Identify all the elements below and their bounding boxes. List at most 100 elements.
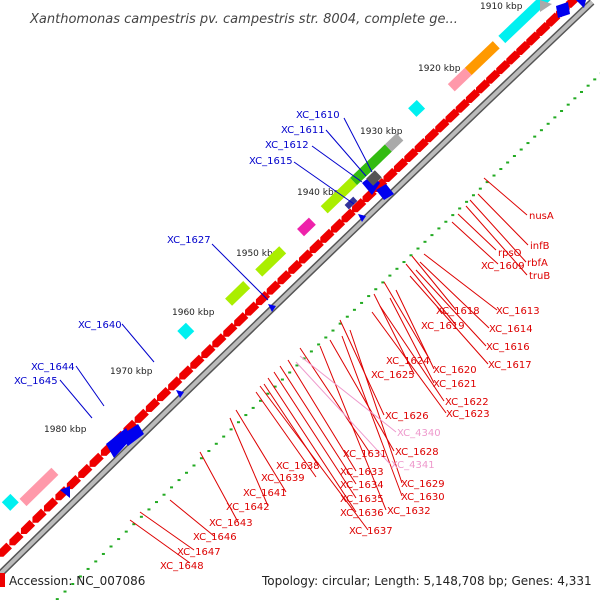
gc-skew-dot	[101, 552, 105, 555]
reverse-cds-arrow	[89, 452, 104, 467]
gc-skew-dot	[170, 486, 174, 489]
gc-skew-dot	[147, 508, 151, 511]
gc-skew-dot	[251, 406, 255, 409]
gc-skew-dot	[192, 464, 196, 467]
gc-skew-dot	[78, 575, 82, 578]
gc-skew-dot	[86, 567, 90, 570]
gene-label: XC_1641	[243, 488, 287, 499]
gc-skew-dot	[533, 135, 537, 138]
reverse-cds-arrow	[32, 508, 47, 523]
gc-skew-dot	[139, 515, 143, 518]
gc-skew-dot	[444, 220, 448, 223]
gc-skew-dot	[214, 442, 218, 445]
gc-skew-dot	[566, 103, 570, 106]
backbone	[0, 0, 595, 579]
reverse-cds-arrow	[145, 397, 161, 412]
gene-label: XC_1623	[446, 409, 490, 420]
reverse-cds-arrow	[234, 312, 249, 327]
gc-skew-dot	[506, 161, 510, 164]
gc-skew-dot	[338, 322, 342, 325]
reverse-cds-arrow	[223, 322, 238, 337]
gene-label: XC_1636	[340, 508, 384, 519]
gc-skew-dot	[465, 200, 469, 203]
gc-skew-dot	[162, 493, 166, 496]
gc-skew-dot	[63, 590, 67, 593]
reverse-cds-arrow	[156, 387, 172, 402]
map-title: Xanthomonas campestris pv. campestris st…	[29, 12, 458, 27]
gene-label: XC_1616	[486, 342, 530, 353]
gc-skew-dot	[416, 247, 420, 250]
topology-summary: Topology: circular; Length: 5,148,708 bp…	[261, 574, 592, 588]
forward-cds-arrow	[556, 2, 570, 18]
gene-label: XC_1647	[177, 547, 221, 558]
forward-cds-arrow	[268, 304, 276, 312]
gene-label: XC_1617	[488, 360, 532, 371]
tick-label: 1940 kbp	[297, 188, 340, 198]
gene-label: XC_1611	[281, 125, 325, 136]
gene-label: XC_1628	[395, 447, 439, 458]
gc-skew-dot	[430, 234, 434, 237]
reverse-gene-labels: nusA infB rpsO rbfA XC_1609 truB XC_1613…	[160, 211, 554, 572]
cog-band	[297, 217, 316, 237]
gc-skew-dot	[402, 261, 406, 264]
forward-cds-arrow	[358, 214, 366, 222]
gc-skew-dot	[451, 214, 455, 217]
gc-skew-dot	[124, 530, 128, 533]
tick-label: 1920 kbp	[418, 64, 461, 74]
gene-label: XC_1633	[340, 467, 384, 478]
cog-band	[384, 133, 404, 152]
gc-skew-dot	[499, 168, 503, 171]
gene-label: XC_1624	[386, 356, 430, 367]
gc-skew-dot	[288, 371, 292, 374]
rna-gene-labels: XC_4340 XC_4341	[391, 428, 441, 471]
reverse-cds-arrow	[288, 259, 303, 274]
leader-lines	[59, 117, 529, 564]
gc-skew-dot	[526, 142, 530, 145]
reverse-cds-arrow	[244, 301, 260, 316]
gc-skew-dot	[280, 378, 284, 381]
gene-label: infB	[530, 241, 550, 252]
forward-cds-arrow	[176, 390, 184, 398]
forward-cds-arrow	[540, 0, 552, 12]
gene-label: XC_1640	[78, 320, 122, 331]
gc-skew-dot	[199, 457, 203, 460]
gene-label: XC_1619	[421, 321, 465, 332]
reverse-cds-arrow	[565, 0, 581, 8]
cog-band	[255, 246, 287, 277]
gc-skew-dot	[117, 538, 121, 541]
forward-gene-labels: XC_1610 XC_1611 XC_1612 XC_1615 XC_1627 …	[14, 110, 340, 387]
gc-skew-dot	[458, 207, 462, 210]
gene-label: XC_1630	[401, 492, 445, 503]
gene-label: XC_1626	[385, 411, 429, 422]
gc-skew-dot	[302, 357, 306, 360]
gene-label: XC_1622	[445, 397, 489, 408]
reverse-cds-arrow	[190, 354, 205, 369]
gc-skew-dot	[409, 254, 413, 257]
cog-band	[320, 177, 357, 214]
forward-cds-arrow	[60, 486, 70, 498]
cog-band	[464, 41, 500, 76]
reverse-cds-arrow	[266, 280, 281, 295]
gc-skew-dot	[360, 301, 364, 304]
reverse-cds-arrow	[78, 463, 93, 478]
gc-skew-dot	[132, 523, 136, 526]
gc-skew-dot	[273, 385, 277, 388]
forward-cds-arrow	[120, 424, 144, 446]
gc-skew-dot	[222, 435, 226, 438]
gene-label: XC_1635	[340, 494, 384, 505]
reverse-cds-arrow	[179, 365, 194, 380]
gc-skew-dot	[381, 281, 385, 284]
gc-skew-dot	[185, 471, 189, 474]
gc-skew-dot	[560, 110, 564, 113]
gc-skew-dot	[295, 364, 299, 367]
cog-block	[177, 322, 195, 340]
gene-label: XC_1610	[296, 110, 340, 121]
forward-cds-arrow	[576, 0, 586, 8]
gc-skew-dot	[177, 479, 181, 482]
gc-skew-dot	[309, 350, 313, 353]
gc-skew-dot	[580, 90, 584, 93]
reverse-cds-arrow	[277, 270, 292, 285]
reverse-cds-arrow	[43, 497, 59, 512]
cog-block	[408, 99, 426, 117]
